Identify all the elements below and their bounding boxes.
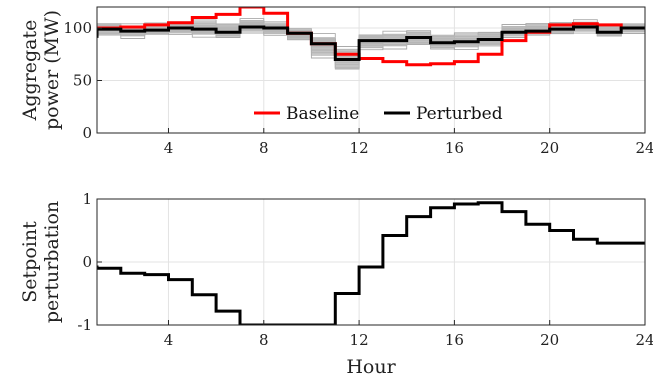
plot-area: [97, 7, 645, 70]
series-line-perturbed: [97, 25, 645, 61]
legend: Baseline Perturbed: [254, 104, 503, 124]
y-tick-label: 0: [82, 124, 92, 142]
series-line-0: [97, 201, 645, 325]
axes-box: [96, 6, 646, 134]
x-axis-label: Hour: [346, 356, 396, 378]
x-tick-label: 12: [350, 331, 369, 349]
y-tick-label: -1: [77, 316, 92, 334]
x-tick-label: 12: [350, 139, 369, 157]
legend-label: Baseline: [286, 104, 359, 124]
y-tick-label: 0: [82, 253, 92, 271]
x-tick-label: 4: [164, 331, 174, 349]
x-tick-label: 16: [445, 331, 464, 349]
x-tick-label: 4: [164, 139, 174, 157]
y-axis-label: Setpointperturbation: [19, 201, 63, 323]
setpoint-plot: 4 8 12 16 20 24 -1 0 1 Setpointperturbation Hour: [19, 190, 653, 378]
x-tick-label: 16: [445, 139, 464, 157]
x-tick-label: 20: [540, 331, 559, 349]
x-tick-label: 20: [540, 139, 559, 157]
legend-label: Perturbed: [416, 104, 503, 124]
x-tick-label: 24: [635, 331, 653, 349]
x-tick-label: 8: [259, 331, 269, 349]
x-tick-label: 24: [635, 139, 653, 157]
y-tick-label: 50: [73, 72, 92, 90]
y-axis-label: Aggregatepower (MW): [19, 10, 63, 130]
y-tick-label: 100: [63, 19, 92, 37]
plot-area: [97, 201, 645, 325]
y-tick-label: 1: [82, 190, 92, 208]
x-tick-label: 8: [259, 139, 269, 157]
